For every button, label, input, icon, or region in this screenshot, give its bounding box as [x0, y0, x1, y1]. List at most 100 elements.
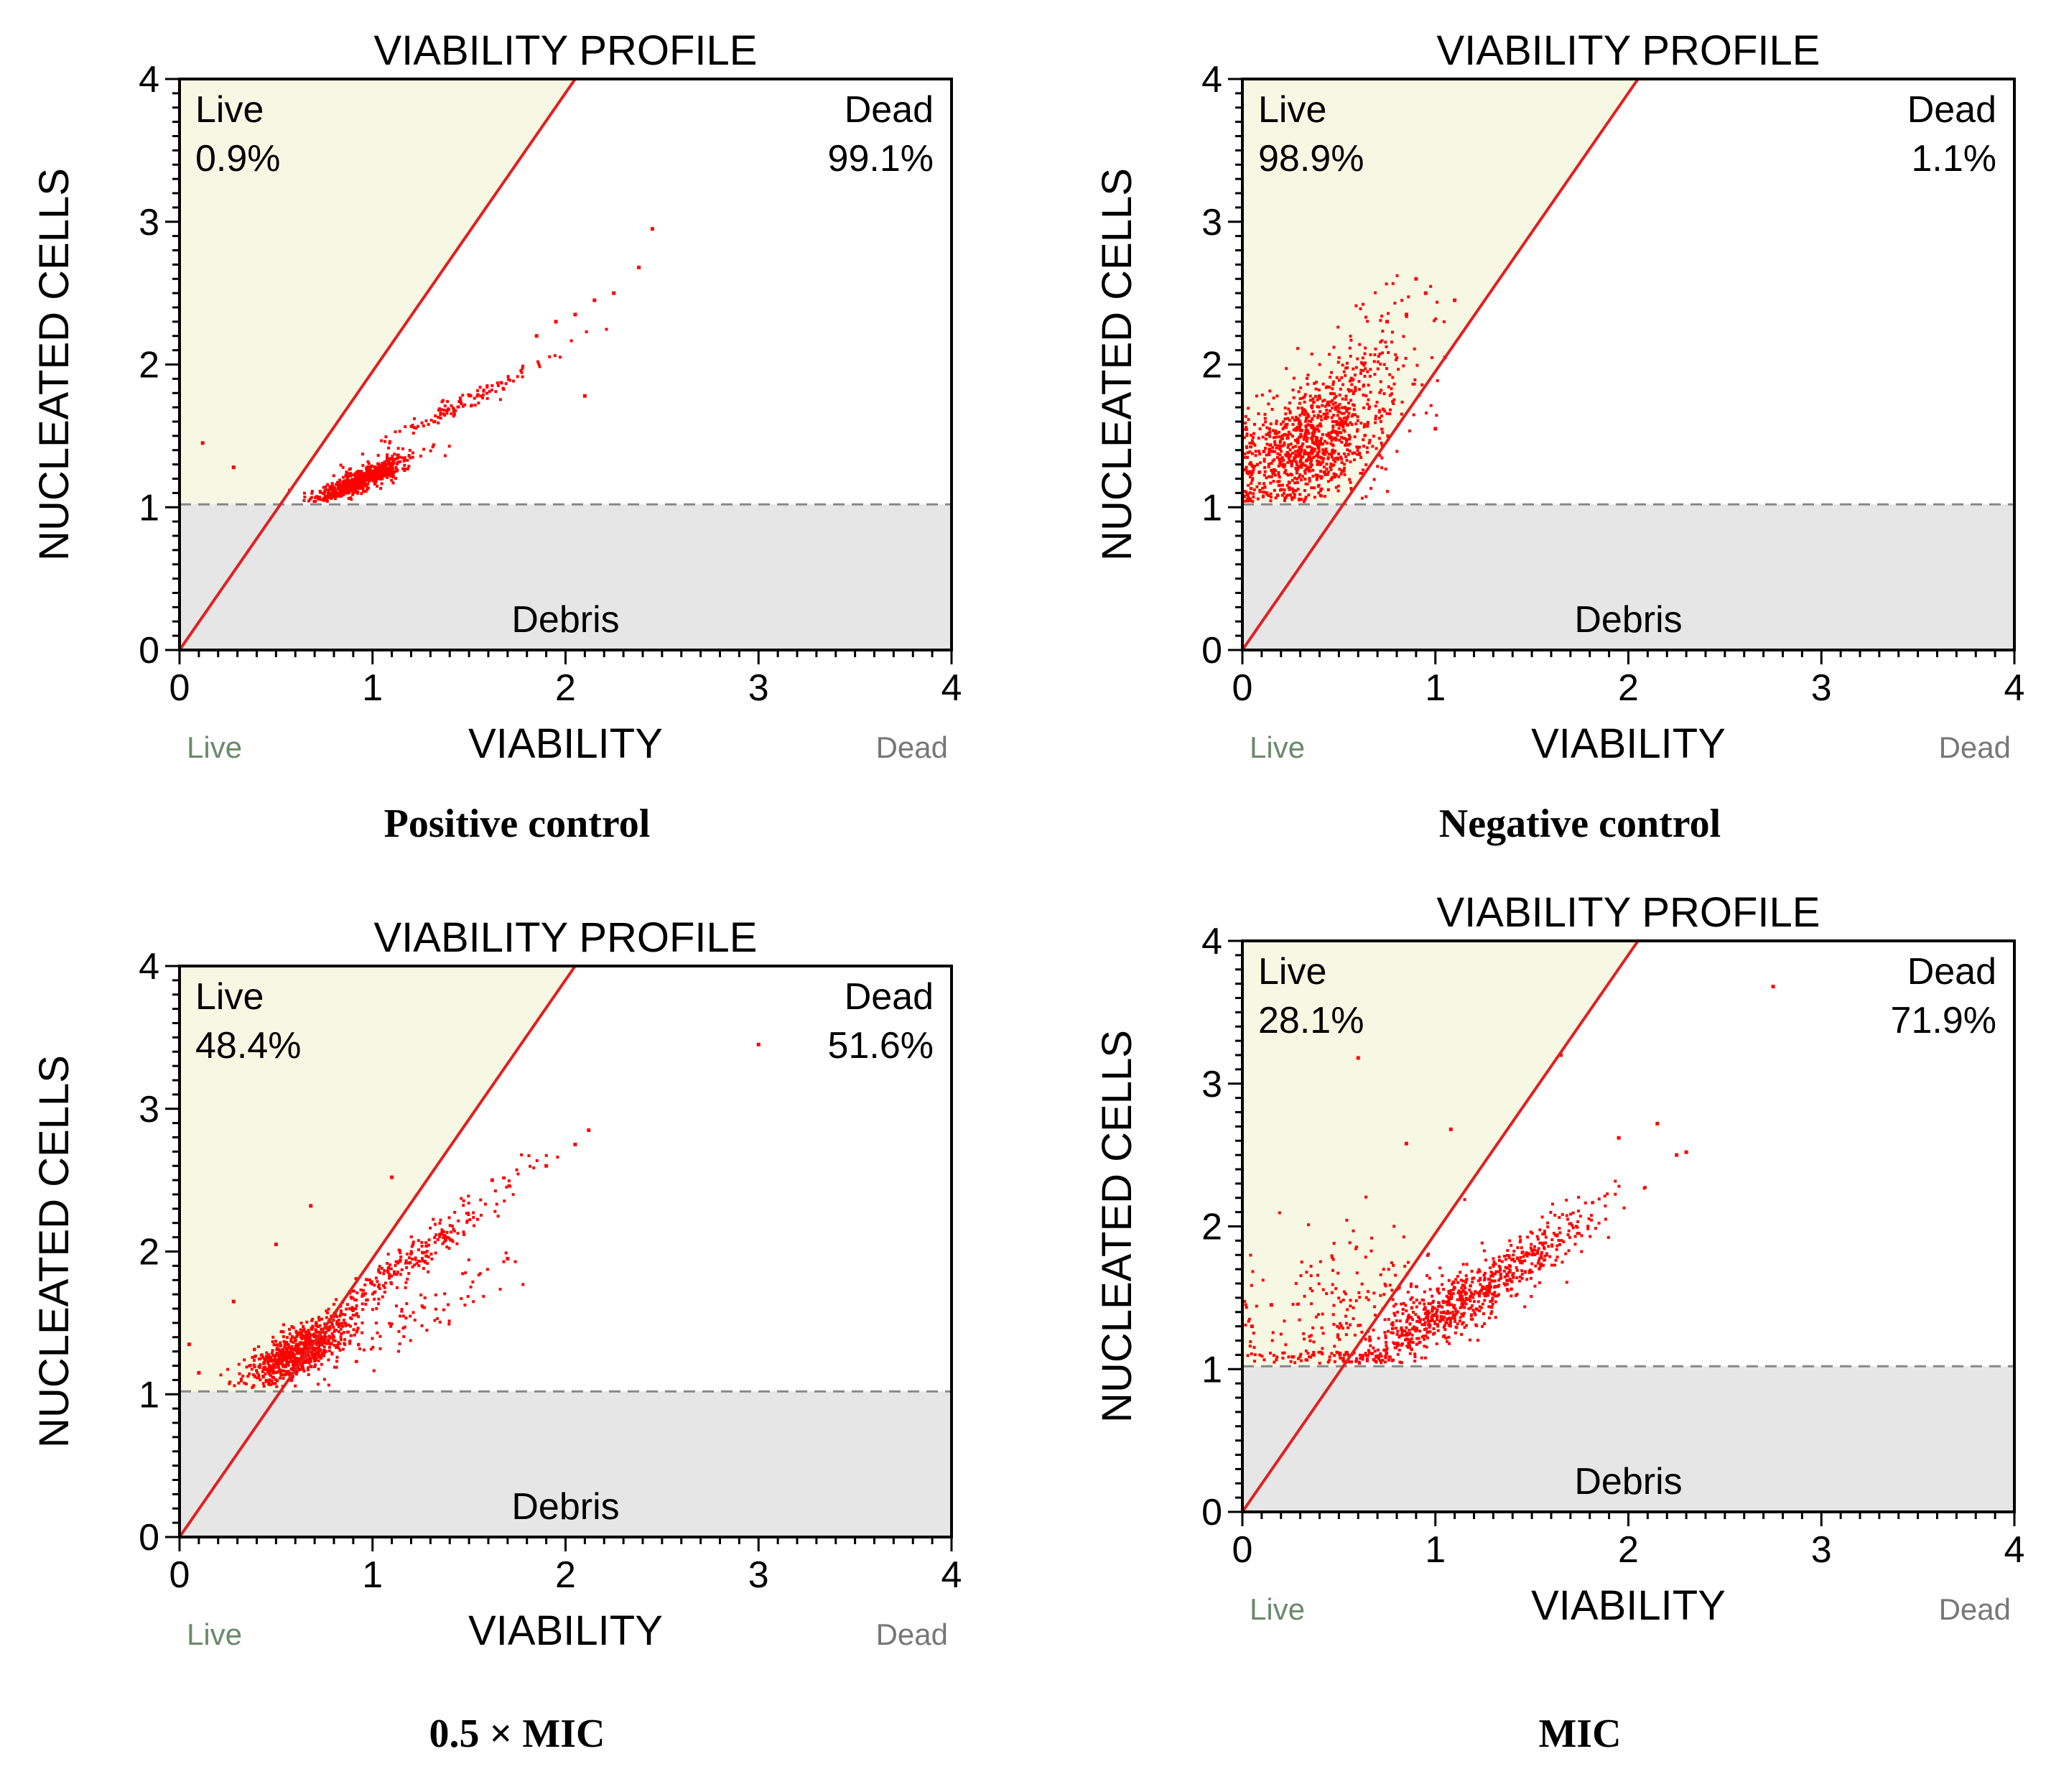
data-point: [1337, 1296, 1341, 1300]
data-point: [336, 1344, 340, 1347]
data-point: [366, 486, 370, 490]
data-point: [368, 479, 371, 483]
data-point: [1372, 478, 1376, 481]
data-point: [440, 1232, 443, 1235]
data-point: [493, 1210, 497, 1213]
data-point: [1362, 425, 1366, 429]
data-point: [1374, 414, 1377, 418]
data-point: [328, 1327, 332, 1331]
data-point: [434, 1240, 437, 1244]
data-point: [1450, 1295, 1454, 1299]
data-point: [354, 1307, 358, 1311]
data-point: [516, 375, 519, 379]
data-point: [1486, 1288, 1489, 1291]
data-point: [1257, 470, 1261, 474]
data-point: [1248, 491, 1252, 495]
data-point: [1451, 1292, 1455, 1296]
data-point: [1336, 361, 1340, 364]
data-point: [257, 1357, 261, 1361]
data-point-outlier: [587, 1128, 591, 1133]
data-point: [1352, 1317, 1355, 1320]
data-point: [1415, 1342, 1418, 1346]
data-point: [1372, 435, 1375, 438]
data-point: [1409, 1298, 1413, 1301]
data-point: [443, 404, 447, 408]
data-point: [276, 1363, 280, 1367]
data-point: [299, 1328, 302, 1332]
data-point: [1244, 414, 1247, 418]
data-point: [1369, 1249, 1373, 1253]
data-point: [451, 1240, 455, 1243]
data-point: [1271, 472, 1275, 475]
data-point: [328, 485, 332, 488]
data-point: [1288, 401, 1291, 405]
data-point: [1356, 452, 1359, 456]
data-point: [1515, 1293, 1519, 1296]
data-point: [399, 460, 402, 463]
data-point: [1497, 1293, 1501, 1296]
data-point: [1318, 363, 1321, 366]
data-point: [1304, 1349, 1308, 1352]
data-point: [357, 1315, 361, 1319]
data-point: [362, 1348, 366, 1352]
data-point: [1440, 1317, 1443, 1320]
data-point: [1372, 360, 1376, 363]
data-point: [1353, 435, 1357, 439]
data-point: [1494, 1294, 1497, 1298]
data-point: [496, 381, 499, 385]
data-point: [1294, 415, 1298, 419]
data-point: [294, 1384, 297, 1388]
live-region: [1242, 941, 1638, 1367]
data-point: [269, 1357, 272, 1360]
data-point: [366, 460, 370, 463]
data-point: [1512, 1253, 1515, 1257]
data-point: [1344, 1333, 1348, 1337]
data-point: [1280, 463, 1283, 467]
data-point: [299, 1347, 303, 1351]
data-point: [274, 1343, 277, 1347]
data-point: [457, 1219, 460, 1222]
data-point: [1274, 430, 1278, 433]
data-point: [1328, 386, 1331, 389]
data-point: [310, 490, 314, 493]
data-point: [1497, 1264, 1501, 1268]
data-point: [1312, 400, 1316, 404]
data-point: [371, 465, 374, 468]
data-point: [295, 1370, 299, 1373]
data-point: [1390, 1331, 1393, 1334]
data-point: [1362, 363, 1366, 367]
x-axis-label: VIABILITY: [1531, 1582, 1726, 1629]
data-point: [359, 470, 363, 474]
data-point: [394, 470, 398, 473]
data-point: [1487, 1277, 1491, 1281]
data-point: [325, 1311, 329, 1314]
data-point: [324, 1335, 327, 1339]
data-point: [388, 1273, 391, 1276]
data-point: [358, 1347, 362, 1350]
data-point: [473, 1224, 476, 1227]
data-point-outlier: [756, 1042, 761, 1046]
data-point: [1244, 1303, 1247, 1306]
data-point: [1442, 1288, 1446, 1291]
data-point: [1410, 1333, 1414, 1337]
data-point: [342, 489, 345, 493]
data-point: [1344, 1351, 1348, 1355]
data-point: [276, 1365, 280, 1369]
data-point: [1306, 452, 1310, 456]
data-point: [1300, 478, 1303, 482]
data-point: [1388, 1355, 1392, 1359]
data-point: [1355, 430, 1359, 433]
data-point: [1520, 1269, 1524, 1273]
data-point: [443, 454, 447, 458]
data-point-outlier: [1448, 1127, 1453, 1131]
data-point: [1524, 1253, 1527, 1256]
data-point: [1333, 396, 1336, 400]
data-point: [1367, 384, 1370, 387]
data-point: [1358, 1353, 1362, 1357]
data-point: [1320, 442, 1324, 446]
data-point: [314, 1363, 317, 1367]
data-point: [1331, 1258, 1335, 1261]
data-point: [1293, 476, 1297, 480]
data-point: [1316, 485, 1320, 488]
data-point: [1307, 432, 1311, 435]
